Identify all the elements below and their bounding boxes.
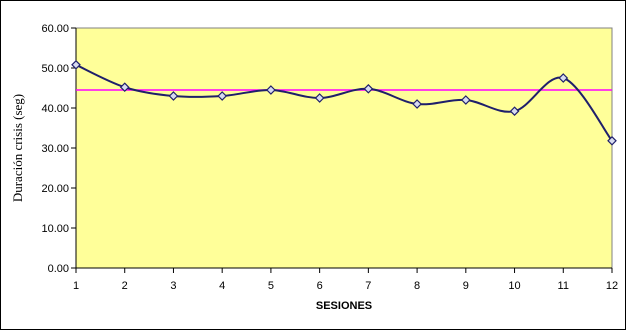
- y-tick-label: 0.00: [48, 263, 69, 275]
- x-tick-label: 10: [508, 280, 520, 292]
- data-point: [314, 93, 325, 103]
- data-point: [558, 73, 569, 83]
- y-tick-label: 40.00: [41, 103, 69, 115]
- y-axis-title: Duración crisis (seg): [10, 94, 25, 202]
- data-point: [607, 135, 617, 146]
- data-point: [217, 91, 228, 101]
- data-point: [119, 82, 130, 93]
- x-axis-title: SESIONES: [316, 300, 372, 312]
- data-point: [460, 95, 471, 105]
- x-tick-label: 3: [170, 280, 176, 292]
- x-tick-label: 11: [558, 280, 569, 292]
- data-point: [363, 83, 374, 94]
- x-tick-label: 9: [463, 280, 469, 292]
- y-tick-label: 30.00: [41, 143, 69, 155]
- y-tick-label: 20.00: [41, 183, 69, 195]
- x-tick-label: 1: [73, 280, 79, 292]
- x-tick-label: 2: [122, 280, 128, 292]
- x-tick-label: 5: [268, 280, 274, 292]
- data-point: [412, 99, 422, 109]
- y-tick-label: 50.00: [41, 63, 69, 75]
- x-tick-label: 4: [219, 280, 225, 292]
- x-tick-label: 7: [365, 280, 371, 292]
- x-tick-label: 12: [606, 280, 618, 292]
- y-tick-label: 60.00: [41, 23, 69, 35]
- series-markers: [71, 59, 617, 146]
- data-point: [71, 59, 81, 70]
- x-tick-label: 8: [414, 280, 420, 292]
- x-axis: 1 2 3 4 5 6 7 8 9 10 11 12: [73, 267, 618, 292]
- data-point: [168, 91, 179, 101]
- x-tick-label: 6: [317, 280, 323, 292]
- data-point: [266, 85, 276, 95]
- data-point: [509, 106, 520, 117]
- plot-area: [75, 27, 613, 269]
- y-tick-label: 10.00: [41, 223, 69, 235]
